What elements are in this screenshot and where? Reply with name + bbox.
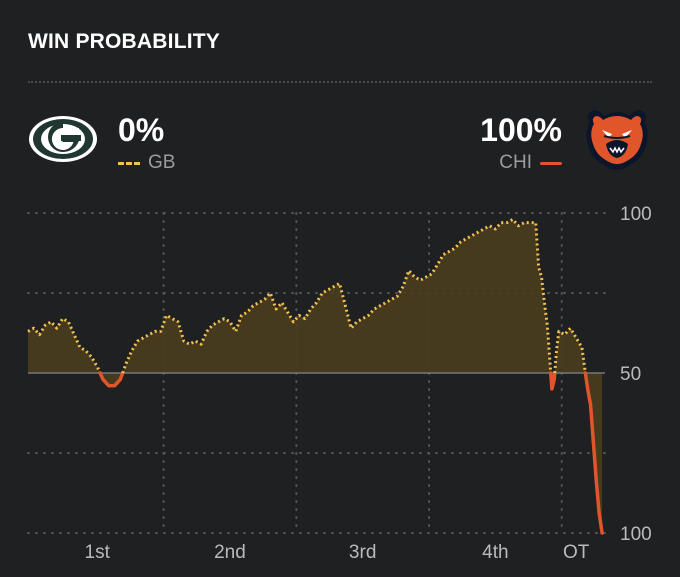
packers-g-logo-icon (29, 116, 97, 162)
title-divider (28, 81, 652, 83)
chi-win-line (98, 371, 125, 388)
x-tick-label: 4th (482, 542, 508, 563)
x-tick-label: 2nd (214, 542, 246, 563)
y-tick-label: 50 (620, 364, 641, 385)
x-tick-label: OT (563, 542, 590, 563)
team-right-legend: CHI (499, 152, 562, 174)
team-left-legend: GB (118, 152, 175, 174)
gb-win-line (553, 326, 587, 374)
win-prob-area (28, 219, 603, 533)
y-tick-label: 100 (620, 204, 652, 225)
x-tick-label: 1st (85, 542, 111, 563)
gb-win-line (27, 317, 102, 374)
card-title: WIN PROBABILITY (28, 30, 220, 53)
team-right-percentage: 100% (480, 112, 562, 148)
x-tick-label: 3rd (349, 542, 376, 563)
gb-line-swatch (118, 161, 140, 165)
team-right-abbr: CHI (499, 152, 532, 173)
chi-win-line (549, 371, 557, 391)
y-tick-label: 100 (620, 524, 652, 545)
bears-head-logo-icon (586, 110, 648, 170)
win-probability-chart: 100 50 100 1st 2nd 3rd 4th OT (27, 204, 652, 563)
chi-win-line (583, 371, 604, 535)
chi-line-swatch (540, 161, 562, 165)
team-left-percentage: 0% (118, 112, 165, 148)
gb-win-line (121, 217, 553, 374)
team-left-abbr: GB (148, 152, 176, 173)
